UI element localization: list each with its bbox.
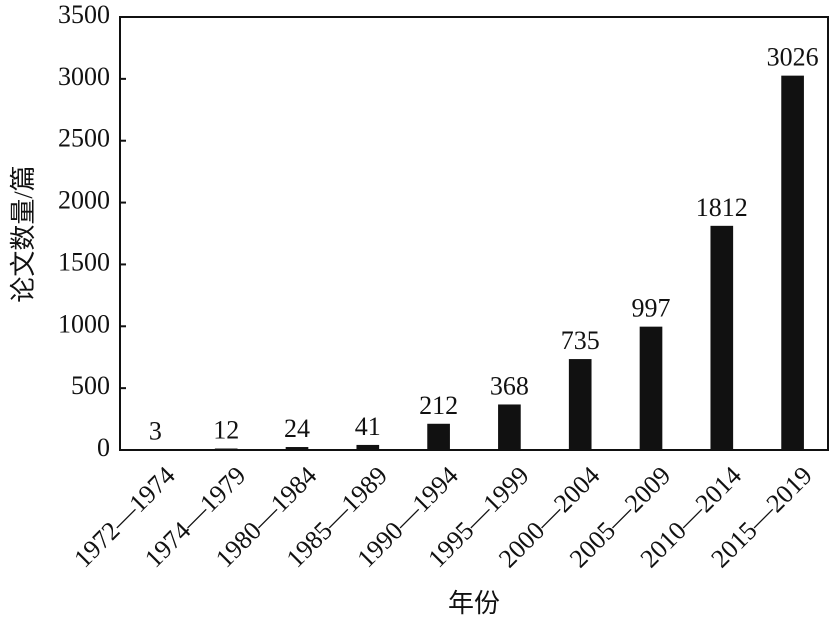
data-label: 12 xyxy=(213,416,239,445)
data-label: 368 xyxy=(490,371,529,400)
data-label: 3 xyxy=(149,417,162,446)
y-tick-label: 0 xyxy=(97,433,110,462)
y-tick-label: 3500 xyxy=(58,0,110,29)
bar xyxy=(427,423,450,450)
data-label: 212 xyxy=(419,391,458,420)
bar xyxy=(710,225,734,450)
data-label: 41 xyxy=(355,412,381,441)
bar xyxy=(498,404,521,450)
y-tick-label: 2000 xyxy=(58,186,110,215)
data-label: 1812 xyxy=(696,193,748,222)
y-axis-label: 论文数量/篇 xyxy=(9,165,38,302)
bar xyxy=(781,75,804,451)
bar xyxy=(639,326,663,450)
bar xyxy=(214,448,238,450)
y-tick-label: 2500 xyxy=(58,124,110,153)
bar xyxy=(285,447,309,450)
y-tick-label: 1000 xyxy=(58,309,110,338)
y-tick-label: 500 xyxy=(71,371,110,400)
y-tick-label: 1500 xyxy=(58,247,110,276)
bar xyxy=(356,444,380,450)
data-label: 3026 xyxy=(767,43,819,72)
x-axis-label: 年份 xyxy=(448,589,500,618)
data-label: 997 xyxy=(632,294,671,323)
bar xyxy=(568,359,592,450)
plot-frame xyxy=(119,16,829,451)
data-label: 24 xyxy=(284,414,310,443)
y-tick-label: 3000 xyxy=(58,62,110,91)
data-label: 735 xyxy=(561,326,600,355)
